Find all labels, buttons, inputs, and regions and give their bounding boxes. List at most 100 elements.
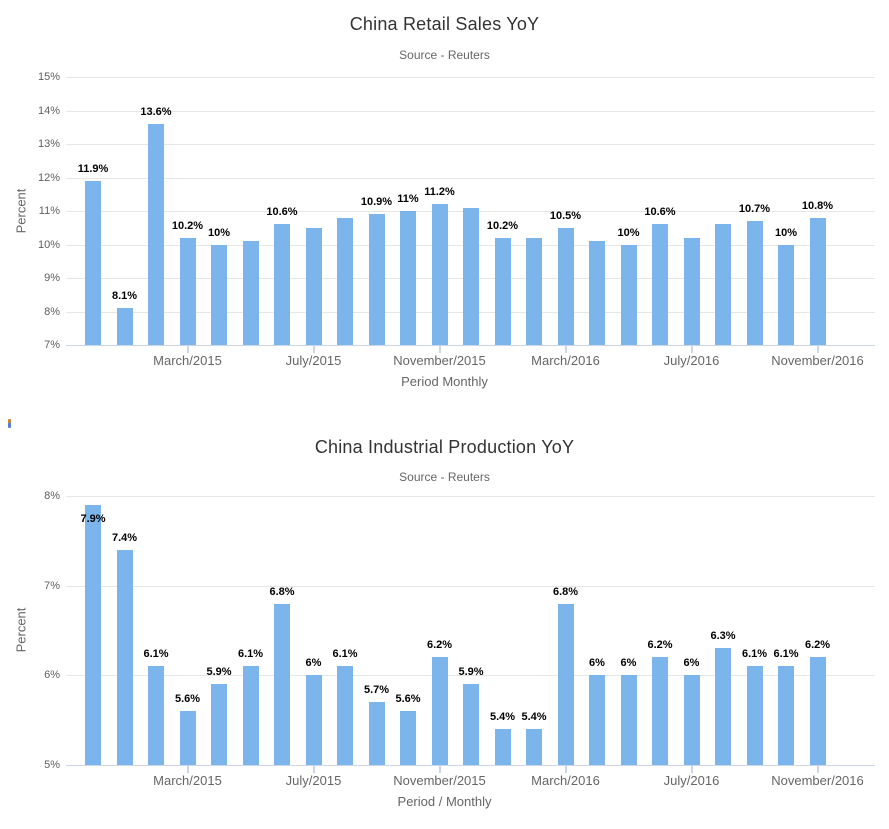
gridline [66,77,875,78]
bar[interactable] [620,244,637,345]
bar-value-label: 10% [774,226,798,239]
bar[interactable] [620,675,637,765]
bar[interactable] [431,657,448,765]
bar[interactable] [463,207,479,345]
bar[interactable] [557,227,574,345]
bar-value-label: 10.9% [360,196,393,209]
bar[interactable] [242,241,259,345]
gridline [66,585,875,587]
bar-value-label: 6.8% [552,585,579,598]
bar[interactable] [274,603,290,765]
y-axis-tick-label: 6% [44,669,60,682]
bar[interactable] [557,603,574,765]
bar[interactable] [494,237,511,345]
x-axis-line [66,345,875,346]
bar-value-label: 8.1% [111,290,138,303]
bar[interactable] [368,214,385,345]
bar-value-label: 6.1% [237,648,264,661]
bar-value-label: 6.1% [741,648,768,661]
bar[interactable] [148,123,164,345]
bar-value-label: 6.2% [647,639,673,652]
x-axis-tick-mark [690,766,693,773]
bar-value-label: 10.6% [644,206,676,219]
bar[interactable] [179,237,196,345]
bar[interactable] [652,657,668,765]
bar[interactable] [683,237,700,345]
bar[interactable] [337,217,353,345]
x-axis-tick-mark [816,766,819,773]
y-axis-title: Percent [13,607,29,653]
bar[interactable] [809,217,826,345]
bar-value-label: 6.3% [710,630,736,643]
bar-value-label: 10% [207,226,231,239]
y-axis-tick-label: 11% [38,205,60,217]
y-axis-tick-label: 5% [44,759,60,771]
bar-value-label: 6% [620,657,637,670]
chart-subtitle: Source - Reuters [399,470,490,484]
x-axis-tick-label: November/2015 [393,353,486,368]
y-axis-tick-label: 15% [37,71,60,83]
bar[interactable] [526,237,542,345]
x-axis-tick-mark [564,766,567,773]
bar[interactable] [85,504,101,765]
bar[interactable] [85,180,101,345]
bar[interactable] [431,204,448,345]
bar[interactable] [305,227,322,345]
bar[interactable] [526,729,542,765]
x-axis-line [66,765,875,766]
bar-value-label: 5.6% [395,693,421,706]
bar[interactable] [400,711,416,765]
x-axis-tick-label: March/2016 [531,353,600,368]
bar[interactable] [179,711,196,765]
bar[interactable] [746,221,763,345]
bar[interactable] [368,702,385,765]
bar[interactable] [305,675,322,765]
bar-value-label: 10.2% [171,219,204,232]
bar[interactable] [652,224,668,345]
bar[interactable] [211,684,227,765]
x-axis-tick-label: March/2015 [153,353,222,368]
bar-value-label: 7.9% [80,512,106,525]
bar[interactable] [116,308,133,345]
bar[interactable] [715,224,731,345]
bar-value-label: 10.7% [738,203,771,216]
x-axis-tick-mark [186,766,189,773]
x-axis-tick-label: July/2016 [663,773,720,788]
x-axis-tick-label: July/2016 [663,353,720,368]
bar[interactable] [778,244,794,345]
bar[interactable] [337,666,353,765]
bar[interactable] [211,244,227,345]
bar-value-label: 6% [683,657,700,670]
bar[interactable] [683,675,700,765]
bar[interactable] [242,666,259,765]
bar[interactable] [116,549,133,765]
x-axis-tick-mark [816,346,819,353]
bar[interactable] [148,666,164,765]
bar-value-label: 6.8% [269,585,295,598]
x-axis-tick-label: November/2016 [771,773,864,788]
bar-value-label: 5.9% [458,666,484,679]
x-axis-tick-label: November/2016 [771,353,864,368]
bar-value-label: 5.4% [489,711,516,724]
bar-value-label: 7.4% [111,531,138,544]
bar[interactable] [589,241,605,345]
bar[interactable] [463,684,479,765]
bar[interactable] [715,648,731,765]
bar[interactable] [494,729,511,765]
y-axis-tick-label: 14% [37,104,60,117]
bar[interactable] [274,224,290,345]
bar[interactable] [589,675,605,765]
bar-value-label: 5.6% [174,693,201,706]
bar-value-label: 5.7% [363,684,390,697]
y-axis-tick-label: 8% [44,305,60,318]
bar[interactable] [746,666,763,765]
bar-value-label: 13.6% [140,105,172,118]
bar[interactable] [778,666,794,765]
bar[interactable] [400,211,416,345]
x-axis-tick-mark [438,346,441,353]
bar-value-label: 6.2% [426,639,453,652]
chart-title: China Industrial Production YoY [314,437,575,457]
bar[interactable] [809,657,826,765]
y-axis-tick-label: 8% [44,490,60,502]
